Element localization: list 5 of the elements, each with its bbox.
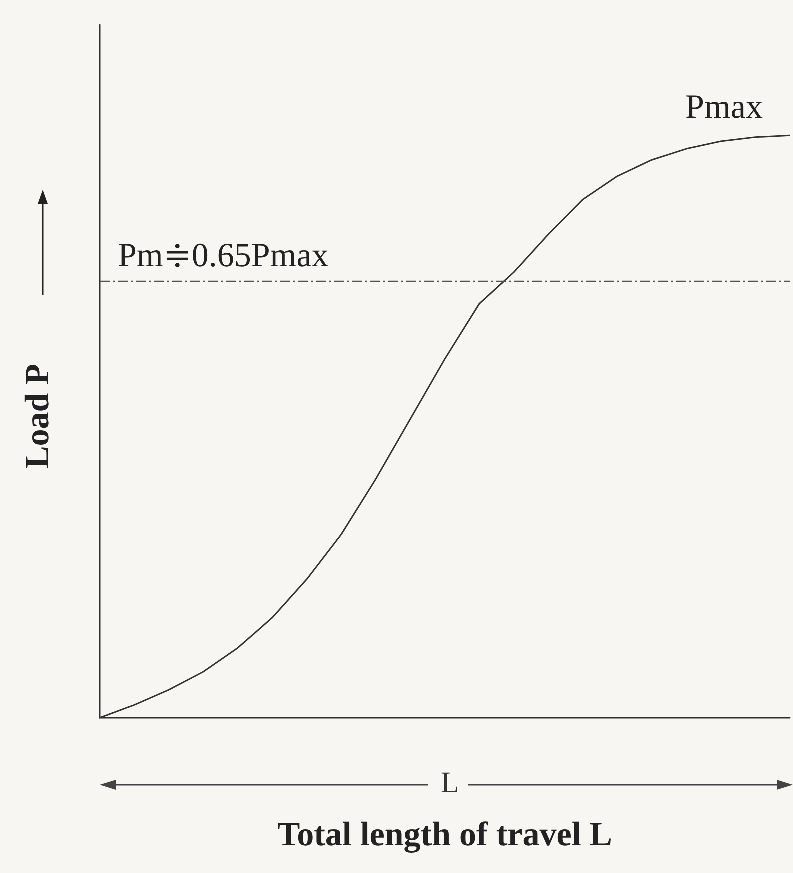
y-axis-title: Load P (20, 364, 56, 469)
text: L (441, 766, 460, 800)
ref-line-label: Pm≑0.65Pmax (118, 238, 329, 275)
x-axis-title: Total length of travel L (278, 816, 612, 854)
annotation: Pmax (686, 89, 764, 126)
